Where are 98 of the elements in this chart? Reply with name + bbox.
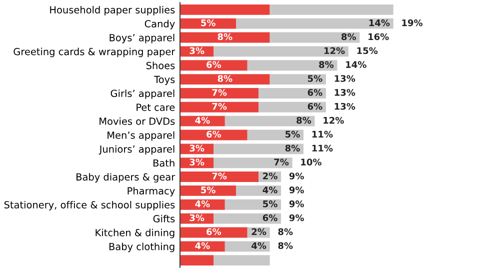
bar	[214, 46, 348, 57]
bar	[236, 185, 282, 196]
bar	[258, 102, 326, 112]
data-label: 7%	[212, 89, 227, 96]
data-label: 8%	[285, 144, 300, 152]
total-label: 10%	[301, 158, 322, 166]
total-label: 13%	[334, 89, 356, 96]
data-label: 4%	[195, 116, 210, 124]
y-tick-label: Girls’ apparel	[110, 90, 174, 99]
data-label: 12%	[324, 47, 345, 54]
bar	[180, 255, 214, 266]
data-label: 6%	[206, 228, 222, 236]
y-tick-label: Candy	[144, 20, 175, 30]
data-label: 6%	[308, 89, 322, 96]
data-label: 8%	[319, 61, 334, 68]
data-label: 2%	[252, 228, 266, 236]
data-label: 7%	[212, 102, 227, 110]
data-label: 3%	[190, 47, 204, 54]
y-tick-label: Pharmacy	[128, 187, 175, 196]
data-label: 4%	[195, 200, 210, 208]
data-label: 4%	[252, 242, 266, 250]
total-label: 15%	[357, 47, 378, 54]
y-tick-label: Shoes	[146, 62, 175, 70]
bar	[180, 116, 225, 126]
y-tick-label: Bath	[153, 159, 174, 167]
total-label: 11%	[312, 144, 333, 152]
bar	[270, 4, 394, 15]
data-label: 8%	[342, 33, 356, 40]
bar	[214, 213, 282, 224]
data-label: 8%	[218, 75, 232, 82]
total-label: 11%	[312, 130, 333, 138]
bar	[180, 241, 225, 252]
y-tick-label: Baby clothing	[109, 242, 174, 252]
y-tick-label: Men’s apparel	[108, 131, 174, 141]
total-label: 13%	[334, 102, 356, 110]
y-tick-label: Gifts	[153, 214, 175, 222]
bar	[214, 158, 292, 168]
bar	[270, 32, 360, 43]
data-label: 6%	[308, 102, 322, 110]
bar	[180, 172, 259, 182]
total-label: 16%	[368, 33, 389, 40]
total-label: 9%	[289, 186, 304, 194]
data-label: 5%	[286, 130, 300, 138]
data-label: 14%	[369, 19, 390, 26]
total-label: 19%	[402, 19, 423, 26]
data-label: 6%	[262, 214, 278, 222]
bar	[258, 88, 326, 98]
bar	[180, 185, 236, 196]
data-label: 5%	[308, 75, 322, 82]
y-tick-label: Kitchen & dining	[96, 228, 174, 238]
bar	[180, 74, 270, 85]
bar	[236, 18, 394, 29]
bar	[270, 74, 326, 85]
data-label: 5%	[263, 200, 278, 208]
total-label: 12%	[324, 116, 344, 124]
bar	[224, 199, 282, 210]
y-tick-label: Juniors’ apparel	[98, 145, 174, 155]
bar	[180, 18, 236, 29]
y-tick-label: Greeting cards & wrapping paper	[14, 48, 176, 58]
total-label: 8%	[278, 228, 293, 236]
data-label: 5%	[201, 19, 216, 26]
bar	[180, 102, 259, 112]
bar	[224, 116, 315, 126]
bar	[180, 88, 259, 98]
data-label: 4%	[195, 242, 210, 250]
bar	[224, 241, 270, 252]
data-label: 6%	[206, 130, 222, 138]
y-tick-label: Stationery, office & school supplies	[4, 200, 175, 210]
data-label: 7%	[274, 158, 289, 166]
data-label: 8%	[218, 33, 232, 40]
bar	[180, 4, 270, 15]
total-label: 9%	[289, 214, 304, 222]
bar	[180, 60, 248, 71]
y-tick-label: Household paper supplies	[50, 6, 175, 16]
data-label: 5%	[201, 186, 216, 194]
bar	[214, 255, 270, 266]
bar	[247, 60, 338, 71]
y-tick-label: Toys	[154, 76, 175, 86]
data-label: 7%	[212, 172, 227, 180]
y-tick-label: Pet care	[136, 104, 175, 111]
total-label: 8%	[278, 242, 293, 250]
total-label: 13%	[334, 75, 356, 82]
y-tick-label: Boys’ apparel	[110, 34, 174, 44]
data-label: 8%	[296, 116, 312, 124]
data-label: 3%	[190, 214, 204, 222]
bar	[214, 144, 304, 154]
total-label: 9%	[289, 200, 304, 208]
data-label: 3%	[190, 158, 204, 166]
data-label: 2%	[263, 172, 278, 180]
y-tick-label: Movies or DVDs	[100, 117, 175, 125]
total-label: 9%	[289, 172, 304, 180]
data-label: 4%	[262, 186, 278, 194]
bar	[180, 199, 225, 210]
data-label: 6%	[206, 61, 222, 68]
bar	[180, 32, 270, 43]
total-label: 14%	[346, 61, 366, 68]
data-label: 3%	[190, 144, 204, 152]
y-tick-label: Baby diapers & gear	[76, 173, 176, 182]
